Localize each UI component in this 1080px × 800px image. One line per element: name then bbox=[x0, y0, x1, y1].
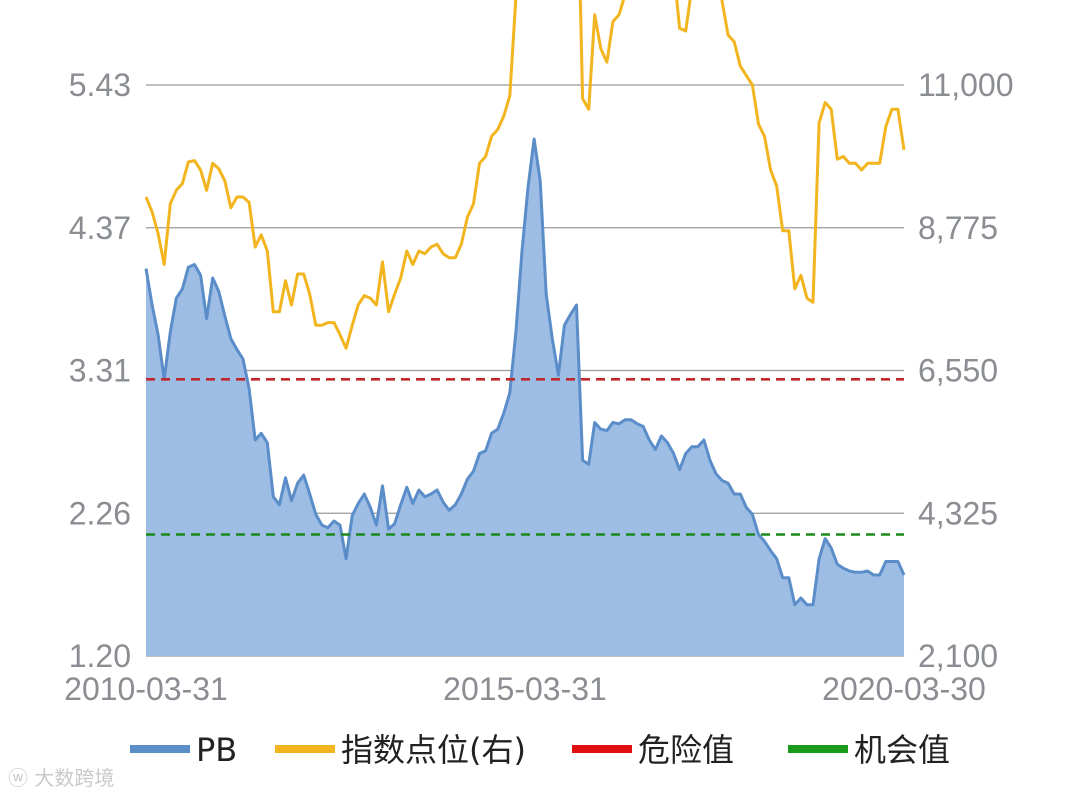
legend-label: 机会值 bbox=[854, 731, 950, 769]
index-line bbox=[144, 0, 906, 350]
watermark: ⓦ 大数跨境 bbox=[8, 762, 114, 791]
legend-swatch bbox=[275, 745, 335, 753]
x-tick-label: 2020-03-30 bbox=[822, 671, 986, 707]
legend: PB 指数点位(右) 危险值 机会值 bbox=[130, 731, 950, 769]
x-tick-label: 2010-03-31 bbox=[64, 671, 228, 707]
legend-swatch bbox=[572, 745, 632, 753]
pb-line bbox=[144, 137, 906, 607]
y-right-tick-label: 8,775 bbox=[918, 210, 998, 246]
x-tick-label: 2015-03-31 bbox=[443, 671, 607, 707]
y-left-tick-label: 1.20 bbox=[69, 638, 131, 674]
watermark-text: 大数跨境 bbox=[34, 766, 115, 790]
legend-label: 危险值 bbox=[638, 731, 734, 769]
axis-labels: 5.43 11,000 4.37 8,775 3.31 6,550 2.26 4,325 1.2… bbox=[64, 67, 1013, 707]
pb-area-layer bbox=[144, 137, 906, 656]
reference-lines-layer bbox=[146, 377, 904, 536]
legend-swatch bbox=[130, 745, 190, 753]
y-left-tick-label: 5.43 bbox=[69, 67, 131, 103]
y-left-tick-label: 4.37 bbox=[69, 210, 131, 246]
y-right-tick-label: 6,550 bbox=[918, 353, 998, 389]
series-lines-layer bbox=[144, 0, 906, 350]
pb-area bbox=[146, 139, 904, 656]
y-left-tick-label: 3.31 bbox=[69, 353, 131, 389]
weibo-logo-icon: ⓦ bbox=[8, 766, 28, 790]
y-left-tick-label: 2.26 bbox=[69, 495, 131, 531]
legend-label: 指数点位(右) bbox=[341, 731, 526, 769]
y-right-tick-label: 11,000 bbox=[918, 67, 1014, 103]
legend-label: PB bbox=[196, 731, 237, 769]
y-right-tick-label: 4,325 bbox=[918, 495, 998, 531]
legend-swatch bbox=[788, 745, 848, 753]
y-right-tick-label: 2,100 bbox=[918, 638, 998, 674]
